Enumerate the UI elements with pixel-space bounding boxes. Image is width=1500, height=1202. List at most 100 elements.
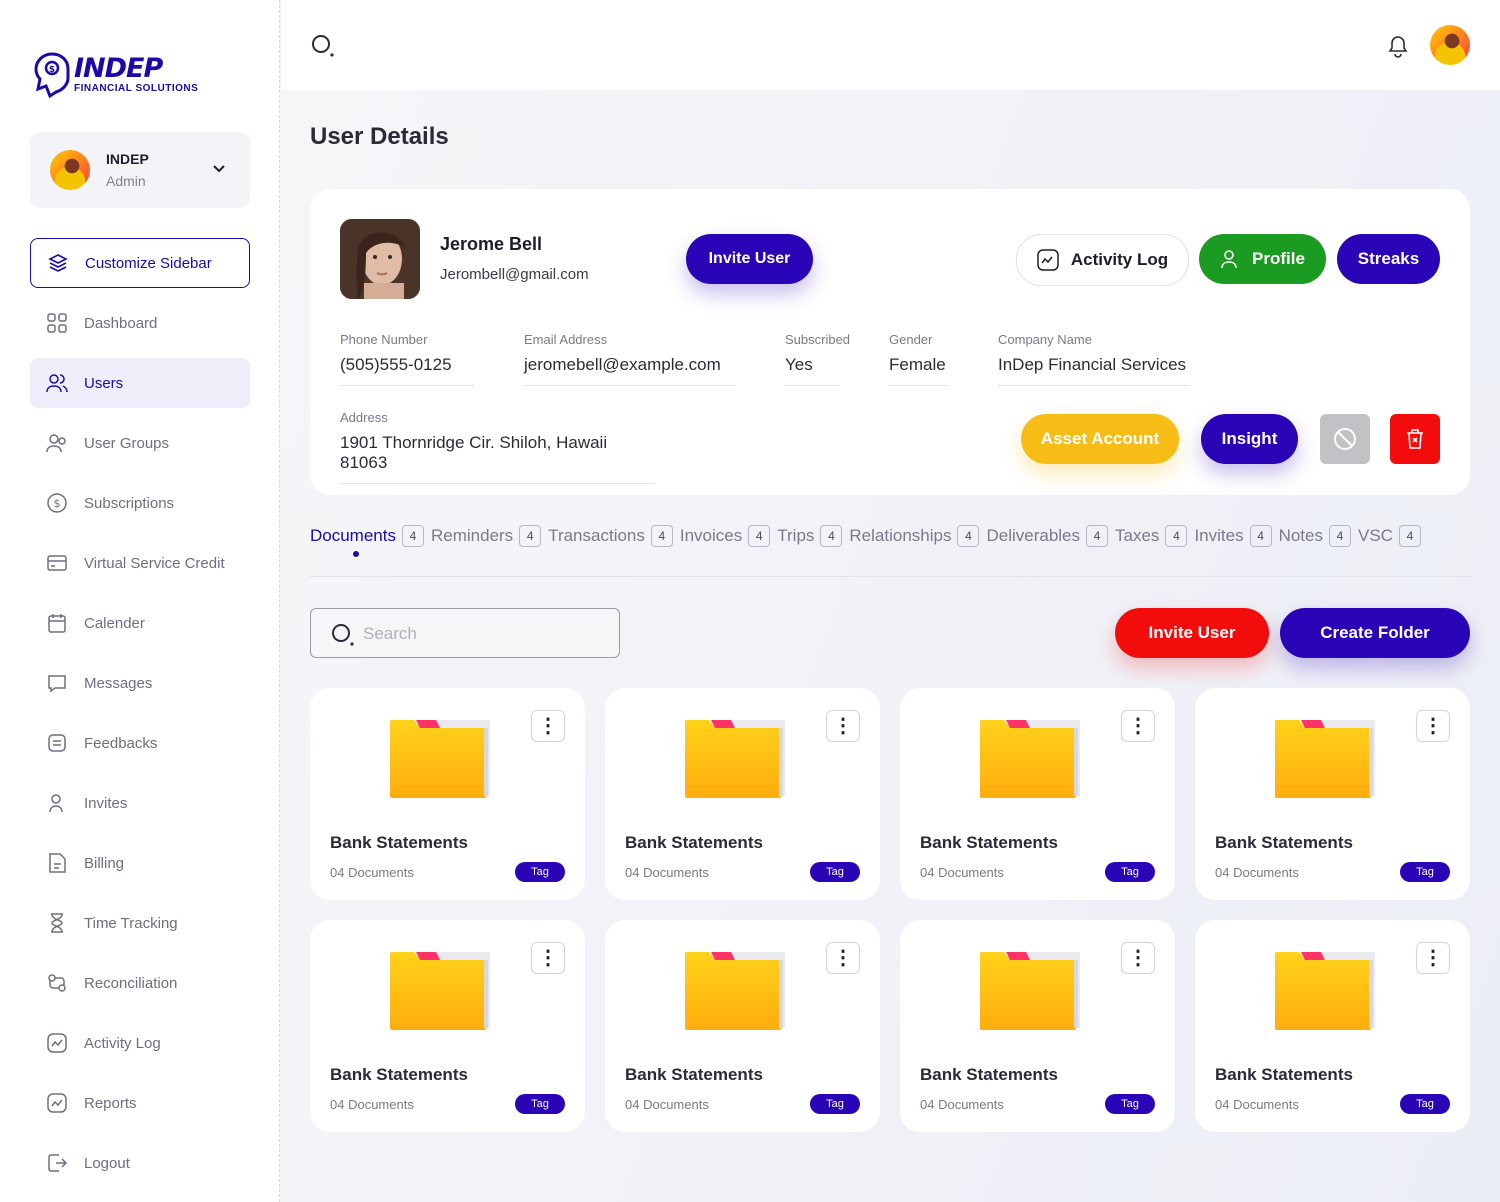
sidebar-item-virtual-service-credit[interactable]: Virtual Service Credit: [30, 538, 250, 588]
sidebar-item-label: Dashboard: [84, 314, 158, 332]
email-value[interactable]: jeromebell@example.com: [524, 355, 736, 386]
tab-label: Deliverables: [986, 526, 1081, 545]
folder-tag[interactable]: Tag: [515, 862, 565, 882]
delete-user-button[interactable]: [1390, 414, 1440, 464]
company-value[interactable]: InDep Financial Services: [998, 355, 1190, 386]
kebab-menu-icon[interactable]: ⋮: [1416, 942, 1450, 974]
gender-field: Gender Female: [889, 332, 948, 386]
document-search[interactable]: [310, 608, 620, 658]
kebab-menu-icon[interactable]: ⋮: [1121, 710, 1155, 742]
insight-button[interactable]: Insight: [1201, 414, 1298, 464]
sidebar-item-messages[interactable]: Messages: [30, 658, 250, 708]
hourglass-icon: [51, 913, 63, 933]
folder-tag[interactable]: Tag: [1400, 1094, 1450, 1114]
kebab-menu-icon[interactable]: ⋮: [1121, 942, 1155, 974]
sidebar-item-users[interactable]: Users: [30, 358, 250, 408]
logo-head-icon: $: [34, 52, 70, 99]
sidebar-item-logout[interactable]: Logout: [30, 1138, 250, 1188]
folder-card[interactable]: ⋮ Bank Statements 04 Documents Tag: [310, 920, 585, 1132]
sidebar-item-label: Calender: [84, 614, 145, 632]
streaks-button[interactable]: Streaks: [1337, 234, 1440, 284]
tab-invoices[interactable]: Invoices 4: [680, 525, 771, 547]
sidebar-item-time-tracking[interactable]: Time Tracking: [30, 898, 250, 948]
phone-value[interactable]: (505)555-0125: [340, 355, 474, 386]
sidebar-item-dashboard[interactable]: Dashboard: [30, 298, 250, 348]
activity-log-button[interactable]: Activity Log: [1016, 234, 1189, 286]
sidebar-item-feedbacks[interactable]: Feedbacks: [30, 718, 250, 768]
tab-invites[interactable]: Invites 4: [1194, 525, 1272, 547]
kebab-menu-icon[interactable]: ⋮: [826, 710, 860, 742]
tab-transactions[interactable]: Transactions 4: [548, 525, 673, 547]
sidebar-item-label: Reconciliation: [84, 974, 178, 992]
asset-account-button[interactable]: Asset Account: [1021, 414, 1179, 464]
sidebar-item-label: Users: [84, 374, 124, 392]
folder-card[interactable]: ⋮ Bank Statements 04 Documents Tag: [900, 920, 1175, 1132]
invite-user-button-secondary[interactable]: Invite User: [1115, 608, 1269, 658]
folder-card[interactable]: ⋮ Bank Statements 04 Documents Tag: [1195, 688, 1470, 900]
sidebar-item-user-groups[interactable]: User Groups: [30, 418, 250, 468]
activity-log-label: Activity Log: [1070, 250, 1169, 269]
tab-trips[interactable]: Trips 4: [777, 525, 843, 547]
sidebar-item-subscriptions[interactable]: $ Subscriptions: [30, 478, 250, 528]
sidebar-item-calender[interactable]: Calender: [30, 598, 250, 648]
kebab-menu-icon[interactable]: ⋮: [531, 942, 565, 974]
folder-name: Bank Statements: [330, 833, 468, 852]
tab-documents[interactable]: Documents 4: [310, 525, 424, 557]
tab-notes[interactable]: Notes 4: [1279, 525, 1351, 547]
folder-card[interactable]: ⋮ Bank Statements 04 Documents Tag: [605, 920, 880, 1132]
folder-card[interactable]: ⋮ Bank Statements 04 Documents Tag: [310, 688, 585, 900]
sidebar-item-label: Invites: [84, 794, 128, 812]
search-icon[interactable]: [311, 34, 335, 58]
folder-tag[interactable]: Tag: [1105, 1094, 1155, 1114]
folder-tag[interactable]: Tag: [1400, 862, 1450, 882]
sidebar-item-label: Messages: [84, 674, 153, 692]
kebab-menu-icon[interactable]: ⋮: [826, 942, 860, 974]
kebab-menu-icon[interactable]: ⋮: [531, 710, 565, 742]
block-user-button[interactable]: [1320, 414, 1370, 464]
tab-count: 4: [1086, 525, 1109, 547]
bell-icon[interactable]: [1387, 34, 1409, 58]
search-input[interactable]: [363, 621, 603, 647]
sidebar-item-reconciliation[interactable]: Reconciliation: [30, 958, 250, 1008]
tab-taxes[interactable]: Taxes 4: [1115, 525, 1188, 547]
sidebar-item-activity-log[interactable]: Activity Log: [30, 1018, 250, 1068]
sidebar-item-billing[interactable]: Billing: [30, 838, 250, 888]
tab-deliverables[interactable]: Deliverables 4: [986, 525, 1109, 547]
user-avatar[interactable]: [1430, 25, 1470, 65]
kebab-menu-icon[interactable]: ⋮: [1416, 710, 1450, 742]
customize-sidebar-button[interactable]: Customize Sidebar: [30, 238, 250, 288]
folder-icon: [1275, 952, 1375, 1030]
customize-sidebar-label: Customize Sidebar: [85, 254, 212, 272]
folder-tag[interactable]: Tag: [810, 862, 860, 882]
folder-tag[interactable]: Tag: [515, 1094, 565, 1114]
tab-relationships[interactable]: Relationships 4: [849, 525, 980, 547]
subscribed-value[interactable]: Yes: [785, 355, 839, 386]
profile-button[interactable]: Profile: [1199, 234, 1326, 284]
billing-icon: [49, 853, 66, 873]
folder-tag[interactable]: Tag: [1105, 862, 1155, 882]
tab-reminders[interactable]: Reminders 4: [431, 525, 542, 547]
folder-card[interactable]: ⋮ Bank Statements 04 Documents Tag: [1195, 920, 1470, 1132]
brand-logo[interactable]: $ INDEP FINANCIAL SOLUTIONS: [30, 50, 198, 100]
tab-vsc[interactable]: VSC 4: [1358, 525, 1421, 547]
folder-count: 04 Documents: [1215, 1097, 1299, 1112]
user-groups-icon: [46, 434, 66, 453]
profile-label: Profile: [1252, 249, 1305, 268]
folder-card[interactable]: ⋮ Bank Statements 04 Documents Tag: [900, 688, 1175, 900]
sidebar-item-label: Time Tracking: [84, 914, 178, 932]
invite-user-button[interactable]: Invite User: [686, 234, 813, 284]
sidebar-item-label: Virtual Service Credit: [84, 554, 225, 572]
account-switcher[interactable]: INDEP Admin: [30, 132, 250, 208]
folder-tag[interactable]: Tag: [810, 1094, 860, 1114]
create-folder-button[interactable]: Create Folder: [1280, 608, 1470, 658]
sidebar-item-label: Logout: [84, 1154, 130, 1172]
email-field: Email Address jeromebell@example.com: [524, 332, 736, 386]
folder-card[interactable]: ⋮ Bank Statements 04 Documents Tag: [605, 688, 880, 900]
gender-value[interactable]: Female: [889, 355, 948, 386]
avatar: [50, 150, 90, 190]
sidebar-item-reports[interactable]: Reports: [30, 1078, 250, 1128]
folder-icon: [1275, 720, 1375, 798]
sidebar-item-invites[interactable]: Invites: [30, 778, 250, 828]
address-value[interactable]: 1901 Thornridge Cir. Shiloh, Hawaii 8106…: [340, 433, 654, 484]
sidebar-item-label: User Groups: [84, 434, 170, 452]
